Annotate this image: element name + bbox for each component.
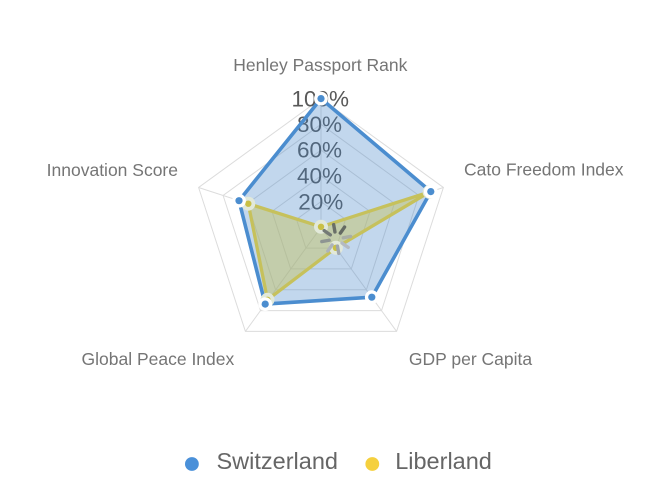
svg-text:80%: 80% <box>297 112 342 137</box>
svg-text:GDP per Capita: GDP per Capita <box>409 349 532 369</box>
svg-text:Innovation Score: Innovation Score <box>47 160 178 180</box>
svg-text:20%: 20% <box>298 189 343 214</box>
svg-text:Switzerland: Switzerland <box>217 448 338 474</box>
svg-text:60%: 60% <box>297 137 342 162</box>
svg-text:Henley Passport Rank: Henley Passport Rank <box>233 55 407 75</box>
svg-text:Global Peace Index: Global Peace Index <box>82 349 235 369</box>
svg-text:40%: 40% <box>297 163 342 188</box>
svg-text:Cato Freedom Index: Cato Freedom Index <box>464 159 624 179</box>
svg-text:Liberland: Liberland <box>395 448 492 474</box>
